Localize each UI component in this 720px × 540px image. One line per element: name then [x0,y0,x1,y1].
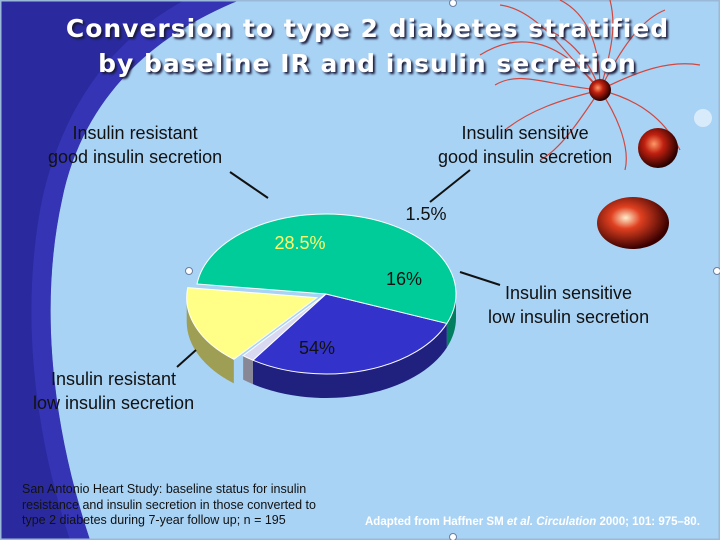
slice-label-line: Insulin resistant [72,123,198,143]
pie-slice-is-good [242,293,327,361]
slice-label-line: Insulin sensitive [505,283,633,303]
pie-slice-is-low-side [186,297,234,384]
left-swoosh [0,0,240,540]
footnote-line: San Antonio Heart Study: baseline status… [22,482,307,496]
source-citation: Adapted from Haffner SM et al. Circulati… [365,516,700,528]
data-label-is-low: 16% [385,269,423,289]
radiating-lines-graphic [479,0,701,171]
slide-title-line-1: Conversion to type 2 diabetes stratified [65,14,670,43]
footnote: San Antonio Heart Study: baseline status… [22,482,316,529]
slice-label-line: low insulin secretion [488,307,650,327]
orb-icon [597,197,669,249]
source-italic: et al. Circulation [506,516,597,528]
orb-icon [589,79,611,101]
data-label-ir-good: 28.5% [274,233,326,253]
source-prefix: Adapted from Haffner SM [365,516,507,528]
pie-slice-is-good-side [243,355,253,385]
footnote-line: type 2 diabetes during 7-year follow up;… [22,513,286,527]
pie-slice-ir-good-side [252,323,447,398]
slice-label-ir-low: Insulin resistant low insulin secretion [33,367,194,415]
slice-label-line: good insulin secretion [48,147,223,167]
leader-line-ir-good [229,171,269,199]
pie-slice-is-low [186,287,319,360]
pie-slice-ir-low [196,213,457,325]
slice-label-line: good insulin secretion [438,147,613,167]
data-label-is-good: 1.5% [405,204,447,224]
footnote-line: resistance and insulin secretion in thos… [22,497,316,512]
pie-slice-ir-good [252,293,448,375]
source-suffix: 2000; 101: 975–80. [596,516,700,528]
orb-icon [638,128,678,168]
slice-label-line: Insulin resistant [51,369,177,389]
leader-line-is-good [429,169,471,203]
leader-line-is-low [459,271,501,286]
leader-line-ir-low [176,349,197,368]
leader-lines [176,169,501,368]
pie-slice-ir-low-side [446,294,456,348]
slice-label-ir-good: Insulin resistant good insulin secretion [48,121,222,169]
data-label-ir-low: 54% [298,338,336,358]
slice-label-is-low: Insulin sensitive low insulin secretion [488,281,649,329]
slice-label-line: Insulin sensitive [461,123,589,143]
slide-title-line-2: by baseline IR and insulin secretion [98,49,637,78]
slice-label-line: low insulin secretion [33,393,195,413]
slice-label-is-good: Insulin sensitive good insulin secretion [438,121,612,169]
